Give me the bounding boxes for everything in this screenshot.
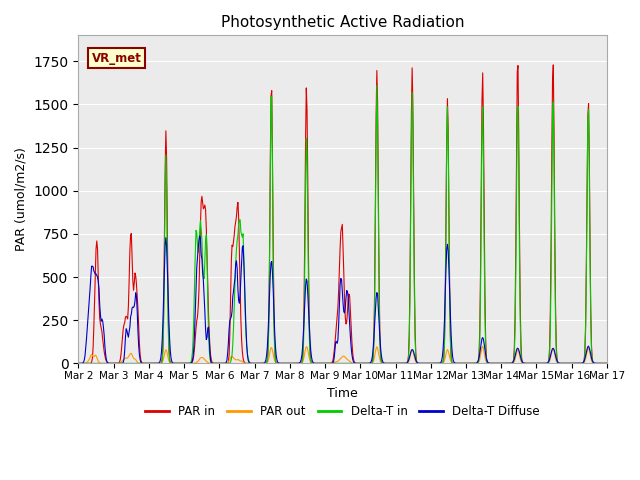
PAR in [138,360,146,366]
Delta-T Diffuse [408,348,415,353]
PAR in [422,360,430,366]
Delta-T Diffuse [423,360,431,366]
PAR in [220,360,228,366]
PAR in [549,62,557,68]
Legend: PAR in, PAR out, Delta-T in, Delta-T Diffuse: PAR in, PAR out, Delta-T in, Delta-T Dif… [141,401,545,423]
Delta-T in [138,360,146,366]
Delta-T in [408,132,415,138]
Delta-T in [373,83,381,88]
Delta-T Diffuse [75,360,83,366]
Delta-T Diffuse [192,287,200,292]
Delta-T in [423,360,431,366]
PAR out [220,360,228,366]
Delta-T Diffuse [221,360,228,366]
PAR out [84,359,92,364]
Delta-T in [84,360,92,366]
PAR out [603,360,611,366]
PAR out [479,344,486,349]
PAR in [407,201,415,207]
Delta-T Diffuse [603,360,611,366]
PAR in [603,360,611,366]
Delta-T in [603,360,611,366]
Delta-T Diffuse [196,233,204,239]
Y-axis label: PAR (umol/m2/s): PAR (umol/m2/s) [15,147,28,252]
PAR out [497,360,505,366]
Title: Photosynthetic Active Radiation: Photosynthetic Active Radiation [221,15,465,30]
PAR in [497,360,505,366]
Delta-T Diffuse [497,360,505,366]
PAR out [138,360,146,366]
PAR out [422,360,430,366]
Line: PAR in: PAR in [79,65,607,363]
Delta-T in [220,360,228,366]
Line: Delta-T in: Delta-T in [79,85,607,363]
Delta-T in [75,360,83,366]
PAR in [84,360,92,366]
PAR out [192,360,200,366]
Line: Delta-T Diffuse: Delta-T Diffuse [79,236,607,363]
X-axis label: Time: Time [327,386,358,399]
PAR out [75,360,83,366]
Delta-T in [192,228,200,233]
PAR out [407,351,415,357]
PAR in [192,325,200,331]
Text: VR_met: VR_met [92,52,141,65]
PAR in [75,360,83,366]
Delta-T Diffuse [138,360,146,366]
Line: PAR out: PAR out [79,347,607,363]
Delta-T Diffuse [84,317,92,323]
